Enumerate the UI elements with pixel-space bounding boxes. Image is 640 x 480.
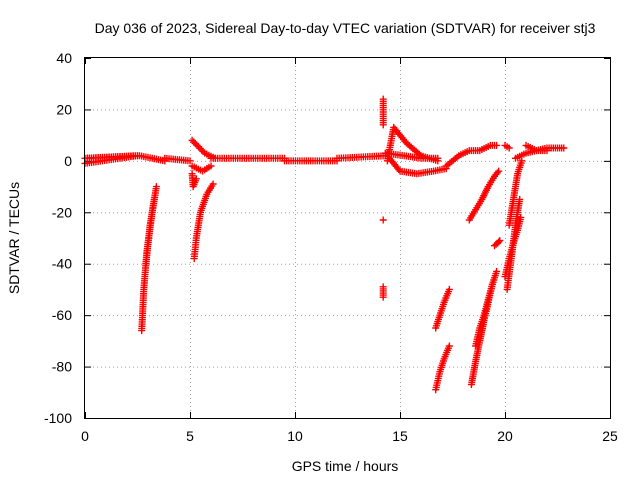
data-point xyxy=(196,144,204,152)
data-point xyxy=(493,267,501,275)
chart-title: Day 036 of 2023, Sidereal Day-to-day VTE… xyxy=(95,20,596,36)
y-tick-label: -80 xyxy=(52,359,72,375)
x-tick-label: 25 xyxy=(602,428,618,444)
data-point xyxy=(152,183,160,191)
data-point xyxy=(199,148,207,156)
data-point xyxy=(516,195,524,203)
data-point xyxy=(186,157,194,165)
data-point xyxy=(188,136,196,144)
x-tick-label: 0 xyxy=(81,428,89,444)
y-tick-label: -100 xyxy=(44,410,72,426)
y-tick-label: -40 xyxy=(52,256,72,272)
y-tick-label: 20 xyxy=(56,101,72,117)
data-point xyxy=(192,175,200,183)
data-points xyxy=(81,95,568,394)
data-point xyxy=(379,121,387,129)
data-point xyxy=(379,216,387,224)
x-tick-label: 5 xyxy=(186,428,194,444)
axis-ticks xyxy=(85,58,611,419)
y-tick-label: 40 xyxy=(56,50,72,66)
y-tick-labels: -100 -80 -60 -40 -20 0 20 40 xyxy=(44,50,72,426)
data-point xyxy=(493,141,501,149)
data-point xyxy=(191,140,199,147)
plot-frame xyxy=(84,57,611,419)
y-tick-label: -20 xyxy=(52,204,72,220)
data-point xyxy=(505,144,513,152)
y-axis-label: SDTVAR / TECUs xyxy=(6,182,22,294)
data-point xyxy=(190,138,198,146)
y-tick-label: 0 xyxy=(64,153,72,169)
data-point xyxy=(496,237,504,245)
data-point xyxy=(495,167,503,175)
x-tick-label: 10 xyxy=(287,428,303,444)
data-point xyxy=(198,146,206,154)
data-point xyxy=(495,238,503,246)
y-tick-label: -60 xyxy=(52,307,72,323)
x-tick-labels: 0 5 10 15 20 25 xyxy=(81,428,618,444)
data-point xyxy=(434,154,442,162)
data-point xyxy=(194,143,202,151)
x-tick-label: 15 xyxy=(392,428,408,444)
data-point xyxy=(379,293,387,301)
data-point xyxy=(150,195,158,203)
grid xyxy=(85,58,610,418)
data-point xyxy=(193,141,201,149)
x-tick-label: 20 xyxy=(497,428,513,444)
data-point xyxy=(445,342,453,350)
x-axis-label: GPS time / hours xyxy=(292,458,399,474)
data-point xyxy=(445,285,453,293)
data-point xyxy=(207,162,215,170)
data-point xyxy=(560,144,568,152)
data-point xyxy=(209,180,217,188)
